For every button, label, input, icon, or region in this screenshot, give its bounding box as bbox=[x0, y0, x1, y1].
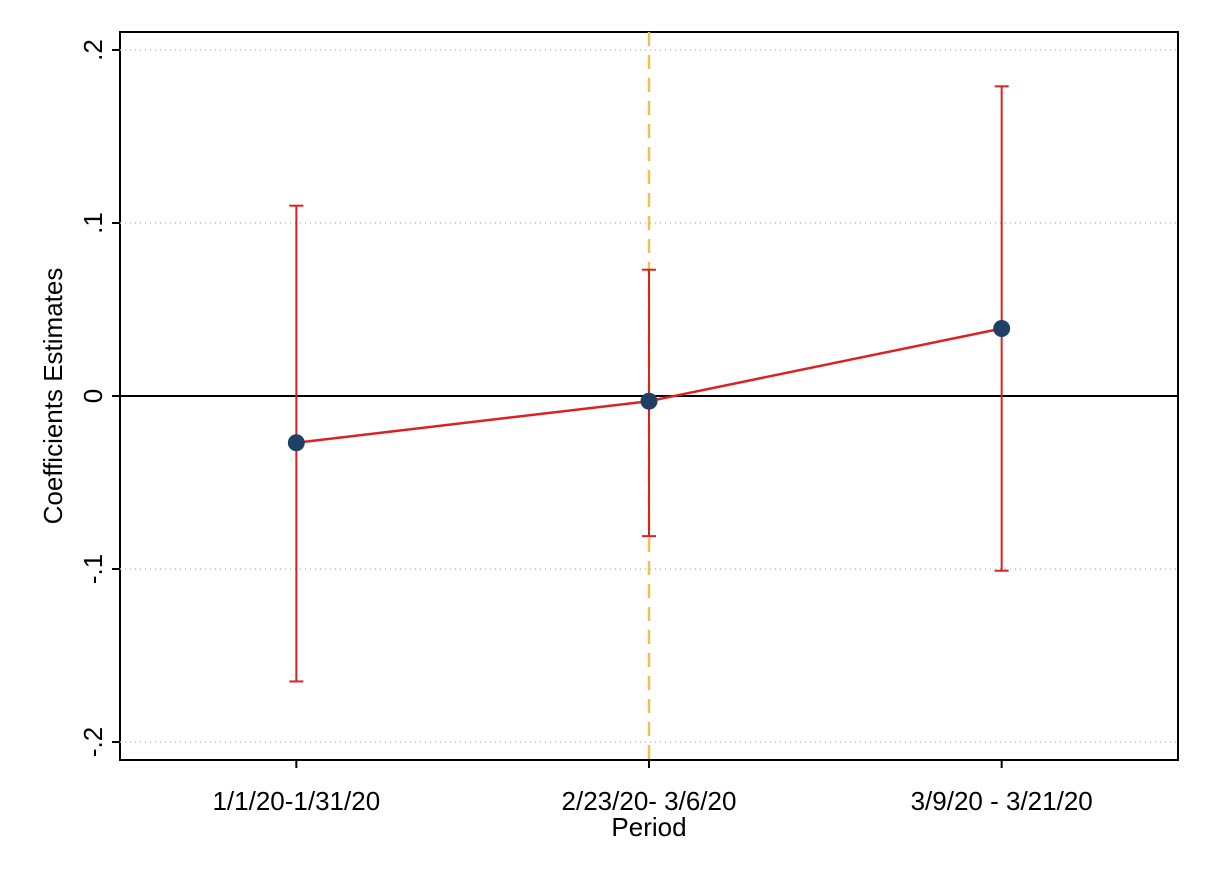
y-axis-label: Coefficients Estimates bbox=[38, 268, 68, 525]
point bbox=[287, 434, 305, 452]
point bbox=[640, 392, 658, 410]
x-tick-label: 3/9/20 - 3/21/20 bbox=[911, 786, 1093, 816]
x-tick-label: 2/23/20- 3/6/20 bbox=[562, 786, 737, 816]
y-tick-label: -.1 bbox=[78, 554, 108, 584]
x-tick-label: 1/1/20-1/31/20 bbox=[212, 786, 380, 816]
y-tick-label: .2 bbox=[78, 39, 108, 61]
x-axis-label: Period bbox=[611, 812, 686, 842]
y-tick-label: .1 bbox=[78, 212, 108, 234]
y-tick-label: 0 bbox=[78, 389, 108, 403]
y-tick-label: -.2 bbox=[78, 727, 108, 757]
point bbox=[993, 320, 1011, 338]
